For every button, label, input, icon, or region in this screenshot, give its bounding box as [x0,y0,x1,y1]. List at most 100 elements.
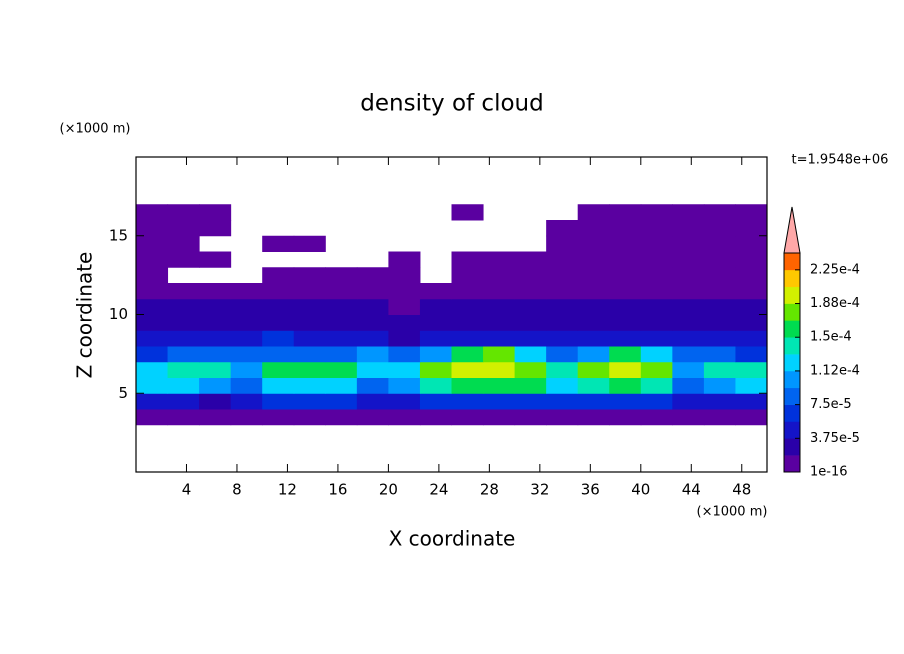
cell [577,409,610,426]
cell [136,393,169,410]
cell [136,235,169,252]
cell [167,409,200,426]
cell [325,314,358,331]
cell [136,283,169,300]
cell [199,361,232,378]
cell [199,251,232,268]
cell [640,393,673,410]
colorbar-tick-label: 1e-16 [810,465,848,480]
cell [672,235,705,252]
x-tick-label: 44 [682,481,701,499]
cell [703,283,736,300]
cell [262,298,295,315]
cell [199,283,232,300]
cell [672,361,705,378]
cell [356,377,389,394]
cell [577,314,610,331]
cell [546,393,579,410]
colorbar-band [784,421,800,439]
cell [451,251,484,268]
cell [514,298,547,315]
cell [546,361,579,378]
cell [388,409,421,426]
cell [262,409,295,426]
cell [703,409,736,426]
cell [703,204,736,221]
y-axis-label: Z coordinate [73,252,97,379]
x-tick-label: 4 [182,481,192,499]
cell [546,346,579,363]
cell [735,377,768,394]
time-label: t=1.9548e+06 [792,153,889,168]
cell [325,298,358,315]
cell [230,409,263,426]
cell [609,393,642,410]
cell [703,361,736,378]
x-unit: (×1000 m) [697,505,768,520]
cell [703,298,736,315]
cell [419,409,452,426]
cell [230,377,263,394]
cell [262,346,295,363]
cell [672,346,705,363]
cell [356,298,389,315]
cell [514,330,547,347]
cell [514,377,547,394]
cell [136,267,169,284]
x-tick-label: 32 [530,481,549,499]
cell [483,298,516,315]
cell [419,377,452,394]
colorbar-tick-label: 1.12e-4 [810,363,860,378]
cell [293,298,326,315]
cell [199,204,232,221]
cell [483,409,516,426]
cell [136,409,169,426]
cell [262,283,295,300]
cell [325,346,358,363]
cell [419,314,452,331]
cell [577,283,610,300]
cell [672,251,705,268]
cell [293,235,326,252]
cell [262,330,295,347]
cell [419,393,452,410]
cell [672,220,705,237]
cell [262,361,295,378]
colorbar-band [784,320,800,338]
cell [703,346,736,363]
cell [419,346,452,363]
cell [483,314,516,331]
cell [356,361,389,378]
cell [609,298,642,315]
cell [451,393,484,410]
x-tick-label: 40 [631,481,650,499]
cell [577,220,610,237]
cell [167,204,200,221]
cell [703,393,736,410]
cell [640,377,673,394]
cell [703,377,736,394]
cell [609,204,642,221]
cell [230,283,263,300]
cell [388,393,421,410]
cell [451,409,484,426]
cell [546,251,579,268]
cell [609,330,642,347]
cell [451,314,484,331]
cell [167,377,200,394]
y-tick-label: 5 [118,384,128,402]
cell [356,314,389,331]
cell [640,220,673,237]
cell [293,283,326,300]
cell [577,330,610,347]
cell [293,314,326,331]
colorbar-band [784,354,800,372]
cell [262,377,295,394]
cell [136,314,169,331]
cell [293,377,326,394]
cell [609,235,642,252]
cell [703,251,736,268]
colorbar-tick-label: 7.5e-5 [810,397,852,412]
cell [609,283,642,300]
cell [546,267,579,284]
